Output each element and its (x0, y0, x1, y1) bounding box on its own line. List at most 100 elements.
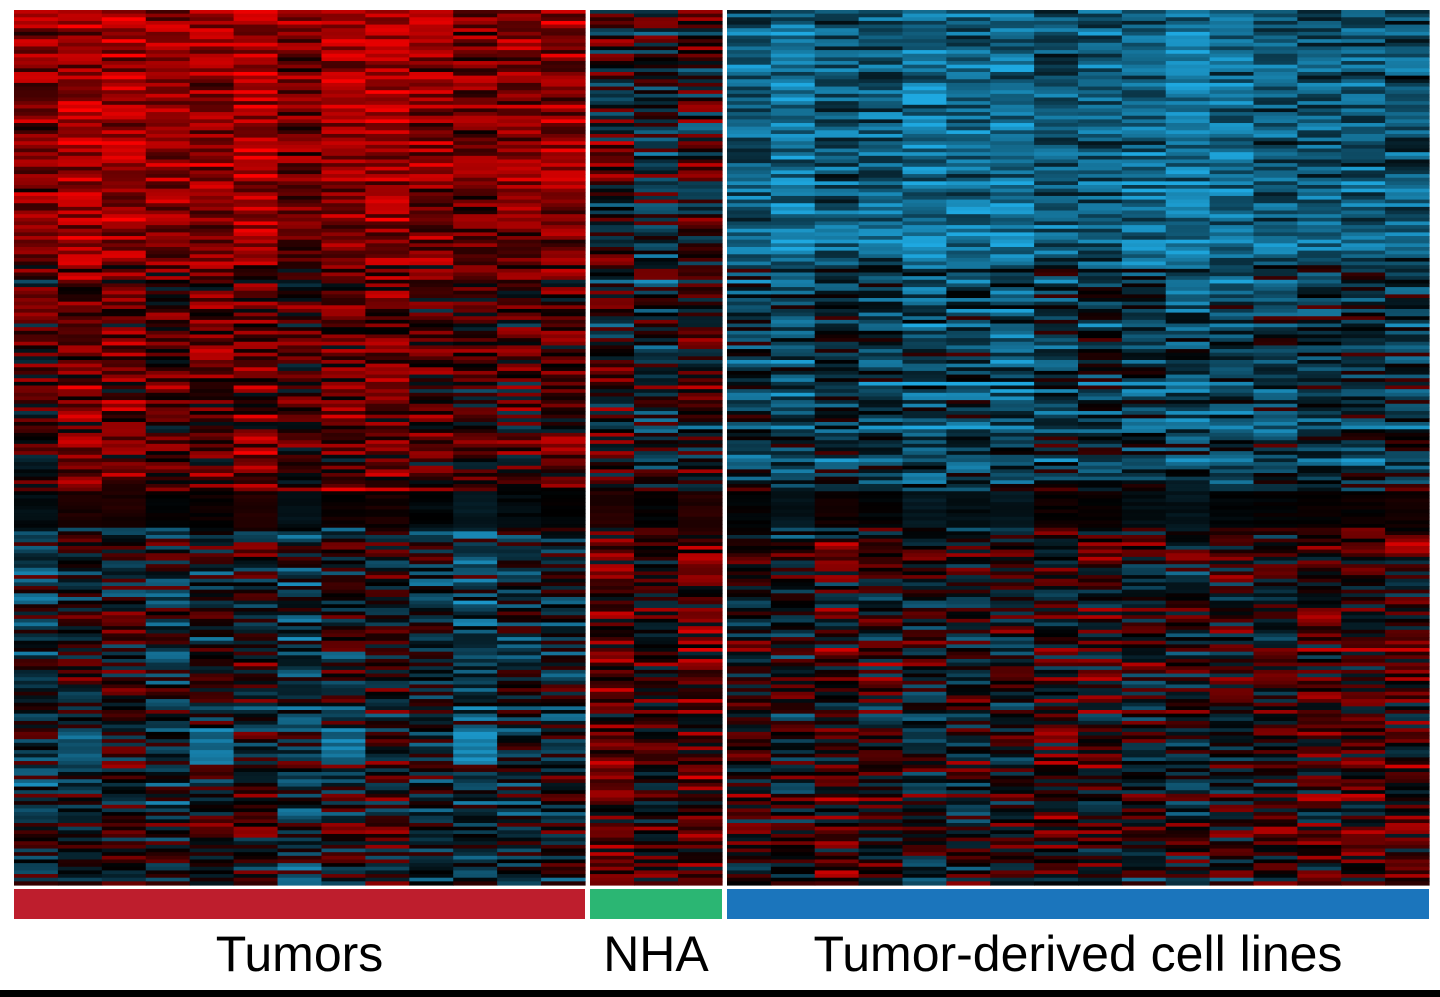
heatmap-cell (57, 298, 103, 303)
heatmap-cell (321, 556, 366, 562)
heatmap-cell (678, 724, 723, 729)
heatmap-cell (727, 859, 772, 864)
heatmap-cell (858, 677, 904, 682)
heatmap-cell (678, 815, 723, 820)
heatmap-cell (409, 578, 454, 583)
heatmap-cell (858, 232, 904, 237)
heatmap-cell (453, 272, 498, 277)
heatmap-cell (678, 79, 723, 84)
heatmap-cell (409, 564, 454, 569)
heatmap-cell (814, 582, 860, 587)
heatmap-cell (858, 363, 904, 368)
heatmap-cell (678, 771, 723, 777)
heatmap-cell (101, 458, 147, 463)
heatmap-cell (453, 473, 498, 478)
heatmap-cell (365, 28, 410, 33)
heatmap-cell (189, 79, 235, 84)
heatmap-cell (365, 447, 410, 452)
heatmap-cell (590, 20, 635, 26)
heatmap-cell (365, 42, 410, 48)
heatmap-cell (814, 119, 860, 124)
heatmap-cell (233, 622, 279, 627)
heatmap-cell (233, 779, 279, 784)
heatmap-cell (57, 520, 103, 525)
heatmap-cell (14, 786, 59, 791)
heatmap-cell (145, 319, 191, 325)
heatmap-cell (453, 881, 498, 886)
heatmap-cell (409, 731, 454, 737)
heatmap-cell (858, 644, 904, 649)
heatmap-cell (634, 396, 679, 401)
heatmap-cell (770, 691, 816, 697)
heatmap-cell (727, 542, 772, 547)
heatmap-cell (14, 651, 59, 656)
heatmap-cell (14, 618, 59, 624)
heatmap-cell (770, 400, 816, 405)
heatmap-cell (814, 199, 860, 204)
heatmap-cell (453, 440, 498, 445)
heatmap-cell (727, 279, 772, 285)
heatmap-cell (814, 86, 860, 91)
heatmap-cell (365, 527, 410, 532)
heatmap-cell (57, 265, 103, 270)
heatmap-cell (678, 575, 723, 580)
heatmap-cell (101, 509, 147, 514)
heatmap-cell (57, 254, 103, 259)
heatmap-cell (770, 841, 816, 846)
heatmap-cell (497, 542, 542, 547)
heatmap-cell (365, 71, 410, 77)
heatmap-cell (590, 644, 635, 649)
heatmap-cell (727, 531, 772, 536)
heatmap-cell (145, 567, 191, 573)
heatmap-cell (902, 564, 947, 569)
heatmap-cell (814, 560, 860, 565)
heatmap-cell (634, 458, 679, 463)
heatmap-cell (277, 746, 323, 751)
heatmap-cell (541, 742, 586, 748)
heatmap-cell (727, 349, 772, 354)
heatmap-cell (277, 210, 323, 215)
heatmap-cell (233, 319, 279, 325)
heatmap-cell (814, 848, 860, 853)
heatmap-cell (453, 367, 498, 372)
heatmap-cell (902, 462, 947, 467)
heatmap-cell (814, 276, 860, 281)
heatmap-cell (634, 71, 679, 77)
heatmap-cell (634, 739, 679, 744)
heatmap-cell (321, 662, 366, 667)
heatmap-cell (634, 290, 679, 295)
heatmap-cell (814, 141, 860, 146)
heatmap-cell (145, 870, 191, 875)
heatmap-cell (145, 308, 191, 314)
heatmap-cell (902, 35, 947, 40)
heatmap-cell (770, 607, 816, 613)
heatmap-cell (365, 494, 410, 500)
heatmap-cell (814, 93, 860, 99)
heatmap-cell (634, 170, 679, 175)
heatmap-cell (858, 720, 904, 726)
heatmap-cell (14, 345, 59, 350)
heatmap-cell (57, 152, 103, 157)
heatmap-cell (277, 279, 323, 285)
heatmap-cell (277, 396, 323, 401)
heatmap-cell (145, 509, 191, 514)
heatmap-cell (634, 582, 679, 587)
heatmap-cell (365, 717, 410, 722)
heatmap-cell (277, 123, 323, 128)
heatmap-cell (814, 68, 860, 73)
heatmap-cell (727, 82, 772, 88)
heatmap-cell (634, 804, 679, 810)
heatmap-cell (101, 403, 147, 408)
heatmap-cell (590, 360, 635, 365)
heatmap-cell (189, 104, 235, 110)
heatmap-cell (541, 133, 586, 139)
heatmap-cell (770, 24, 816, 29)
heatmap-cell (277, 414, 323, 419)
heatmap-cell (770, 133, 816, 139)
heatmap-cell (321, 97, 366, 102)
heatmap-cell (453, 396, 498, 401)
heatmap-cell (541, 429, 586, 434)
heatmap-cell (233, 214, 279, 219)
heatmap-cell (541, 82, 586, 88)
heatmap-cell (770, 261, 816, 266)
